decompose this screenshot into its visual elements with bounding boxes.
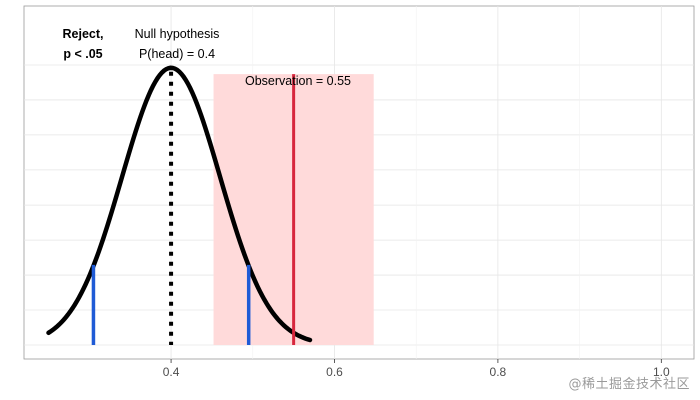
reject-label-line2: p < .05 (63, 47, 102, 61)
x-tick-label-0: 0.4 (163, 365, 180, 379)
reject-label-line1: Reject, (63, 27, 104, 41)
x-tick-label-1: 0.6 (326, 365, 343, 379)
x-axis-ticks: 0.4 0.6 0.8 1.0 (163, 359, 670, 379)
null-hypothesis-label-line2: P(head) = 0.4 (139, 47, 215, 61)
watermark: @稀土掘金技术社区 (568, 377, 690, 392)
observation-label: Observation = 0.55 (245, 74, 351, 88)
x-tick-label-3: 1.0 (653, 365, 670, 379)
null-hypothesis-label-line1: Null hypothesis (135, 27, 220, 41)
x-tick-label-2: 0.8 (490, 365, 507, 379)
